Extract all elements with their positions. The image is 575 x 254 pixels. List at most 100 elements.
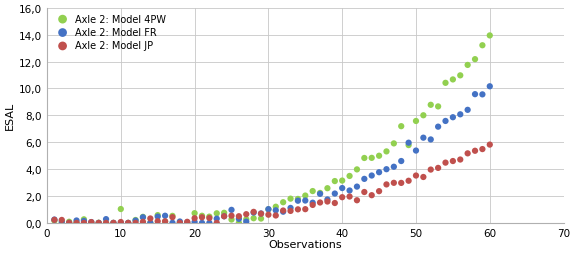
Axle 2: Model JP: (29, 0.685): Model JP: (29, 0.685) — [256, 212, 266, 216]
Axle 2: Model 4PW: (37, 2.23): Model 4PW: (37, 2.23) — [316, 191, 325, 195]
Axle 2: Model FR: (4, 0.179): Model FR: (4, 0.179) — [72, 219, 81, 223]
Axle 2: Model FR: (30, 1.02): Model FR: (30, 1.02) — [264, 207, 273, 211]
Axle 2: Model FR: (17, 0.00601): Model FR: (17, 0.00601) — [168, 221, 177, 225]
Axle 2: Model JP: (34, 1.01): Model JP: (34, 1.01) — [293, 208, 302, 212]
Axle 2: Model FR: (43, 3.28): Model FR: (43, 3.28) — [360, 177, 369, 181]
Axle 2: Model JP: (12, 0): Model JP: (12, 0) — [131, 221, 140, 225]
Axle 2: Model JP: (45, 2.36): Model JP: (45, 2.36) — [374, 189, 384, 194]
Axle 2: Model 4PW: (11, 0): Model 4PW: (11, 0) — [124, 221, 133, 225]
Axle 2: Model JP: (44, 2.06): Model JP: (44, 2.06) — [367, 193, 376, 197]
Axle 2: Model 4PW: (35, 2.03): Model 4PW: (35, 2.03) — [301, 194, 310, 198]
Axle 2: Model JP: (10, 0.0652): Model JP: (10, 0.0652) — [116, 220, 125, 224]
Axle 2: Model 4PW: (46, 5.32): Model 4PW: (46, 5.32) — [382, 150, 391, 154]
Axle 2: Model FR: (19, 0.0375): Model FR: (19, 0.0375) — [183, 220, 192, 225]
Axle 2: Model JP: (15, 0.12): Model JP: (15, 0.12) — [153, 219, 162, 224]
Axle 2: Model 4PW: (28, 0.346): Model 4PW: (28, 0.346) — [249, 216, 258, 220]
Axle 2: Model JP: (42, 1.68): Model JP: (42, 1.68) — [352, 198, 362, 202]
Axle 2: Model FR: (24, 0.493): Model FR: (24, 0.493) — [220, 214, 229, 218]
Axle 2: Model JP: (56, 4.71): Model JP: (56, 4.71) — [455, 158, 465, 162]
Axle 2: Model FR: (2, 0.094): Model FR: (2, 0.094) — [57, 220, 66, 224]
Axle 2: Model FR: (33, 1.11): Model FR: (33, 1.11) — [286, 206, 295, 210]
Axle 2: Model JP: (8, 0): Model JP: (8, 0) — [101, 221, 110, 225]
Axle 2: Model 4PW: (24, 0.751): Model 4PW: (24, 0.751) — [220, 211, 229, 215]
Axle 2: Model 4PW: (17, 0.524): Model 4PW: (17, 0.524) — [168, 214, 177, 218]
Axle 2: Model 4PW: (13, 0.45): Model 4PW: (13, 0.45) — [139, 215, 148, 219]
Axle 2: Model JP: (48, 2.98): Model JP: (48, 2.98) — [397, 181, 406, 185]
Axle 2: Model FR: (14, 0): Model FR: (14, 0) — [145, 221, 155, 225]
Axle 2: Model JP: (19, 0.0806): Model JP: (19, 0.0806) — [183, 220, 192, 224]
Axle 2: Model JP: (24, 0.495): Model JP: (24, 0.495) — [220, 214, 229, 218]
Axle 2: Model 4PW: (3, 0.0852): Model 4PW: (3, 0.0852) — [64, 220, 74, 224]
Axle 2: Model 4PW: (60, 13.9): Model 4PW: (60, 13.9) — [485, 34, 494, 38]
Axle 2: Model FR: (22, 0): Model FR: (22, 0) — [205, 221, 214, 225]
Axle 2: Model JP: (32, 0.92): Model JP: (32, 0.92) — [278, 209, 288, 213]
Axle 2: Model JP: (9, 0): Model JP: (9, 0) — [109, 221, 118, 225]
Axle 2: Model FR: (39, 2.18): Model FR: (39, 2.18) — [330, 192, 339, 196]
Axle 2: Model JP: (60, 5.83): Model JP: (60, 5.83) — [485, 143, 494, 147]
Axle 2: Model FR: (50, 5.38): Model FR: (50, 5.38) — [411, 149, 420, 153]
Axle 2: Model JP: (23, 0): Model JP: (23, 0) — [212, 221, 221, 225]
Axle 2: Model JP: (20, 0.349): Model JP: (20, 0.349) — [190, 216, 199, 220]
Axle 2: Model 4PW: (10, 1.03): Model 4PW: (10, 1.03) — [116, 207, 125, 211]
Axle 2: Model FR: (1, 0.248): Model FR: (1, 0.248) — [50, 218, 59, 222]
Axle 2: Model JP: (11, 0): Model JP: (11, 0) — [124, 221, 133, 225]
Axle 2: Model 4PW: (59, 13.2): Model 4PW: (59, 13.2) — [478, 44, 487, 48]
Axle 2: Model 4PW: (22, 0.467): Model 4PW: (22, 0.467) — [205, 215, 214, 219]
Axle 2: Model 4PW: (7, 0.00939): Model 4PW: (7, 0.00939) — [94, 221, 103, 225]
Axle 2: Model 4PW: (57, 11.8): Model 4PW: (57, 11.8) — [463, 64, 472, 68]
Axle 2: Model JP: (54, 4.48): Model JP: (54, 4.48) — [441, 161, 450, 165]
Axle 2: Model JP: (35, 1.02): Model JP: (35, 1.02) — [301, 207, 310, 211]
Axle 2: Model FR: (27, 0.0928): Model FR: (27, 0.0928) — [242, 220, 251, 224]
Axle 2: Model JP: (51, 3.42): Model JP: (51, 3.42) — [419, 175, 428, 179]
Axle 2: Model FR: (18, 0.102): Model FR: (18, 0.102) — [175, 220, 185, 224]
Axle 2: Model FR: (12, 0.172): Model FR: (12, 0.172) — [131, 219, 140, 223]
Axle 2: Model 4PW: (26, 0): Model 4PW: (26, 0) — [234, 221, 243, 225]
Axle 2: Model JP: (21, 0.419): Model JP: (21, 0.419) — [197, 215, 206, 219]
Axle 2: Model 4PW: (15, 0.579): Model 4PW: (15, 0.579) — [153, 213, 162, 217]
Axle 2: Model 4PW: (19, 0): Model 4PW: (19, 0) — [183, 221, 192, 225]
Axle 2: Model 4PW: (21, 0.531): Model 4PW: (21, 0.531) — [197, 214, 206, 218]
Axle 2: Model 4PW: (38, 2.58): Model 4PW: (38, 2.58) — [323, 186, 332, 190]
Axle 2: Model 4PW: (50, 7.58): Model 4PW: (50, 7.58) — [411, 119, 420, 123]
Axle 2: Model FR: (49, 5.97): Model FR: (49, 5.97) — [404, 141, 413, 145]
Axle 2: Model FR: (8, 0.279): Model FR: (8, 0.279) — [101, 217, 110, 221]
Axle 2: Model FR: (16, 0.532): Model FR: (16, 0.532) — [160, 214, 170, 218]
Axle 2: Model FR: (34, 1.65): Model FR: (34, 1.65) — [293, 199, 302, 203]
Axle 2: Model JP: (57, 5.17): Model JP: (57, 5.17) — [463, 152, 472, 156]
Axle 2: Model FR: (20, 0.0662): Model FR: (20, 0.0662) — [190, 220, 199, 224]
Axle 2: Model 4PW: (42, 3.98): Model 4PW: (42, 3.98) — [352, 168, 362, 172]
Axle 2: Model FR: (47, 4.18): Model FR: (47, 4.18) — [389, 165, 398, 169]
Axle 2: Model 4PW: (41, 3.49): Model 4PW: (41, 3.49) — [345, 174, 354, 178]
Axle 2: Model JP: (36, 1.34): Model JP: (36, 1.34) — [308, 203, 317, 207]
Axle 2: Model JP: (40, 1.91): Model JP: (40, 1.91) — [338, 195, 347, 199]
Axle 2: Model JP: (31, 0.552): Model JP: (31, 0.552) — [271, 214, 281, 218]
Y-axis label: ESAL: ESAL — [5, 102, 15, 130]
Axle 2: Model 4PW: (8, 0): Model 4PW: (8, 0) — [101, 221, 110, 225]
Axle 2: Model 4PW: (4, 0): Model 4PW: (4, 0) — [72, 221, 81, 225]
Axle 2: Model 4PW: (18, 0): Model 4PW: (18, 0) — [175, 221, 185, 225]
Axle 2: Model FR: (60, 10.2): Model FR: (60, 10.2) — [485, 85, 494, 89]
X-axis label: Observations: Observations — [269, 239, 342, 249]
Axle 2: Model 4PW: (2, 0): Model 4PW: (2, 0) — [57, 221, 66, 225]
Axle 2: Model JP: (4, 0): Model JP: (4, 0) — [72, 221, 81, 225]
Axle 2: Model JP: (25, 0.534): Model JP: (25, 0.534) — [227, 214, 236, 218]
Axle 2: Model 4PW: (36, 2.37): Model 4PW: (36, 2.37) — [308, 189, 317, 193]
Axle 2: Model FR: (13, 0.419): Model FR: (13, 0.419) — [139, 215, 148, 219]
Axle 2: Model JP: (13, 0.0794): Model JP: (13, 0.0794) — [139, 220, 148, 224]
Axle 2: Model FR: (28, 0.767): Model FR: (28, 0.767) — [249, 211, 258, 215]
Axle 2: Model FR: (42, 2.7): Model FR: (42, 2.7) — [352, 185, 362, 189]
Axle 2: Model 4PW: (1, 0.166): Model 4PW: (1, 0.166) — [50, 219, 59, 223]
Axle 2: Model JP: (39, 1.48): Model JP: (39, 1.48) — [330, 201, 339, 205]
Axle 2: Model JP: (17, 0.426): Model JP: (17, 0.426) — [168, 215, 177, 219]
Axle 2: Model JP: (47, 2.98): Model JP: (47, 2.98) — [389, 181, 398, 185]
Axle 2: Model 4PW: (51, 8.01): Model 4PW: (51, 8.01) — [419, 114, 428, 118]
Axle 2: Model JP: (18, 0.00269): Model JP: (18, 0.00269) — [175, 221, 185, 225]
Axle 2: Model 4PW: (56, 11): Model 4PW: (56, 11) — [455, 74, 465, 78]
Axle 2: Model FR: (53, 7.16): Model FR: (53, 7.16) — [434, 125, 443, 129]
Axle 2: Model 4PW: (48, 7.2): Model 4PW: (48, 7.2) — [397, 125, 406, 129]
Axle 2: Model 4PW: (34, 1.78): Model 4PW: (34, 1.78) — [293, 197, 302, 201]
Axle 2: Model JP: (58, 5.37): Model JP: (58, 5.37) — [470, 149, 480, 153]
Axle 2: Model JP: (43, 2.3): Model JP: (43, 2.3) — [360, 190, 369, 194]
Axle 2: Model FR: (37, 2.16): Model FR: (37, 2.16) — [316, 192, 325, 196]
Axle 2: Model JP: (37, 1.52): Model JP: (37, 1.52) — [316, 201, 325, 205]
